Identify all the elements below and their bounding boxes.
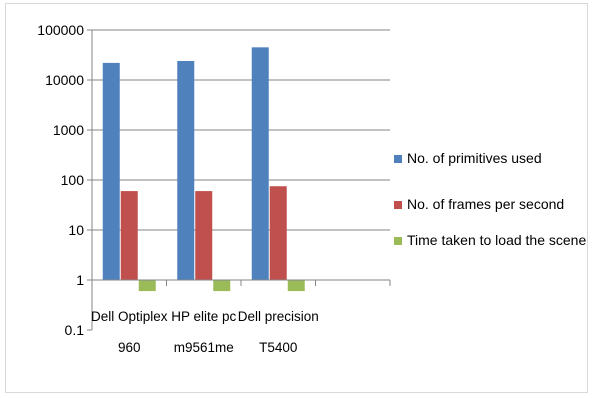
grid-lines: [92, 29, 390, 231]
x-category-label: 960: [118, 340, 141, 355]
chart-frame: [5, 3, 588, 393]
legend-label: No. of primitives used: [407, 150, 542, 166]
x-category-label: T5400: [259, 340, 297, 355]
legend-label: No. of frames per second: [407, 196, 564, 212]
bars: [102, 47, 305, 292]
legend: No. of primitives used No. of frames per …: [394, 150, 586, 248]
bar-time-taken-to-load-the-scene: [213, 280, 231, 292]
bar-no-of-primitives-used: [102, 62, 120, 281]
y-axis: 100000 10000 1000 100 10 1 0.1: [37, 22, 93, 338]
legend-swatch: [394, 155, 402, 163]
x-category-label: Dell precision: [238, 309, 319, 324]
y-tick-label: 0.1: [65, 322, 85, 338]
x-category-label: HP elite pc: [171, 309, 236, 324]
legend-label: Time taken to load the scene: [407, 232, 586, 248]
y-tick-label: 100000: [37, 22, 84, 38]
legend-swatch: [394, 201, 402, 209]
x-category-label: m9561me: [174, 340, 234, 355]
y-tick-label: 10: [68, 222, 84, 238]
x-category-label: Dell Optiplex: [91, 309, 168, 324]
bar-no-of-frames-per-second: [120, 191, 138, 280]
x-axis: Dell Optiplex 960 HP elite pc m9561me Dell p…: [91, 279, 391, 355]
bar-no-of-primitives-used: [251, 47, 269, 281]
bar-no-of-frames-per-second: [269, 186, 287, 280]
bar-no-of-frames-per-second: [195, 191, 213, 280]
y-tick-label: 100: [61, 172, 85, 188]
bar-no-of-primitives-used: [177, 60, 195, 280]
bar-time-taken-to-load-the-scene: [138, 280, 156, 292]
legend-swatch: [394, 237, 402, 245]
bar-time-taken-to-load-the-scene: [287, 280, 305, 292]
y-tick-label: 10000: [45, 72, 84, 88]
y-tick-label: 1: [76, 272, 84, 288]
y-tick-label: 1000: [53, 122, 84, 138]
